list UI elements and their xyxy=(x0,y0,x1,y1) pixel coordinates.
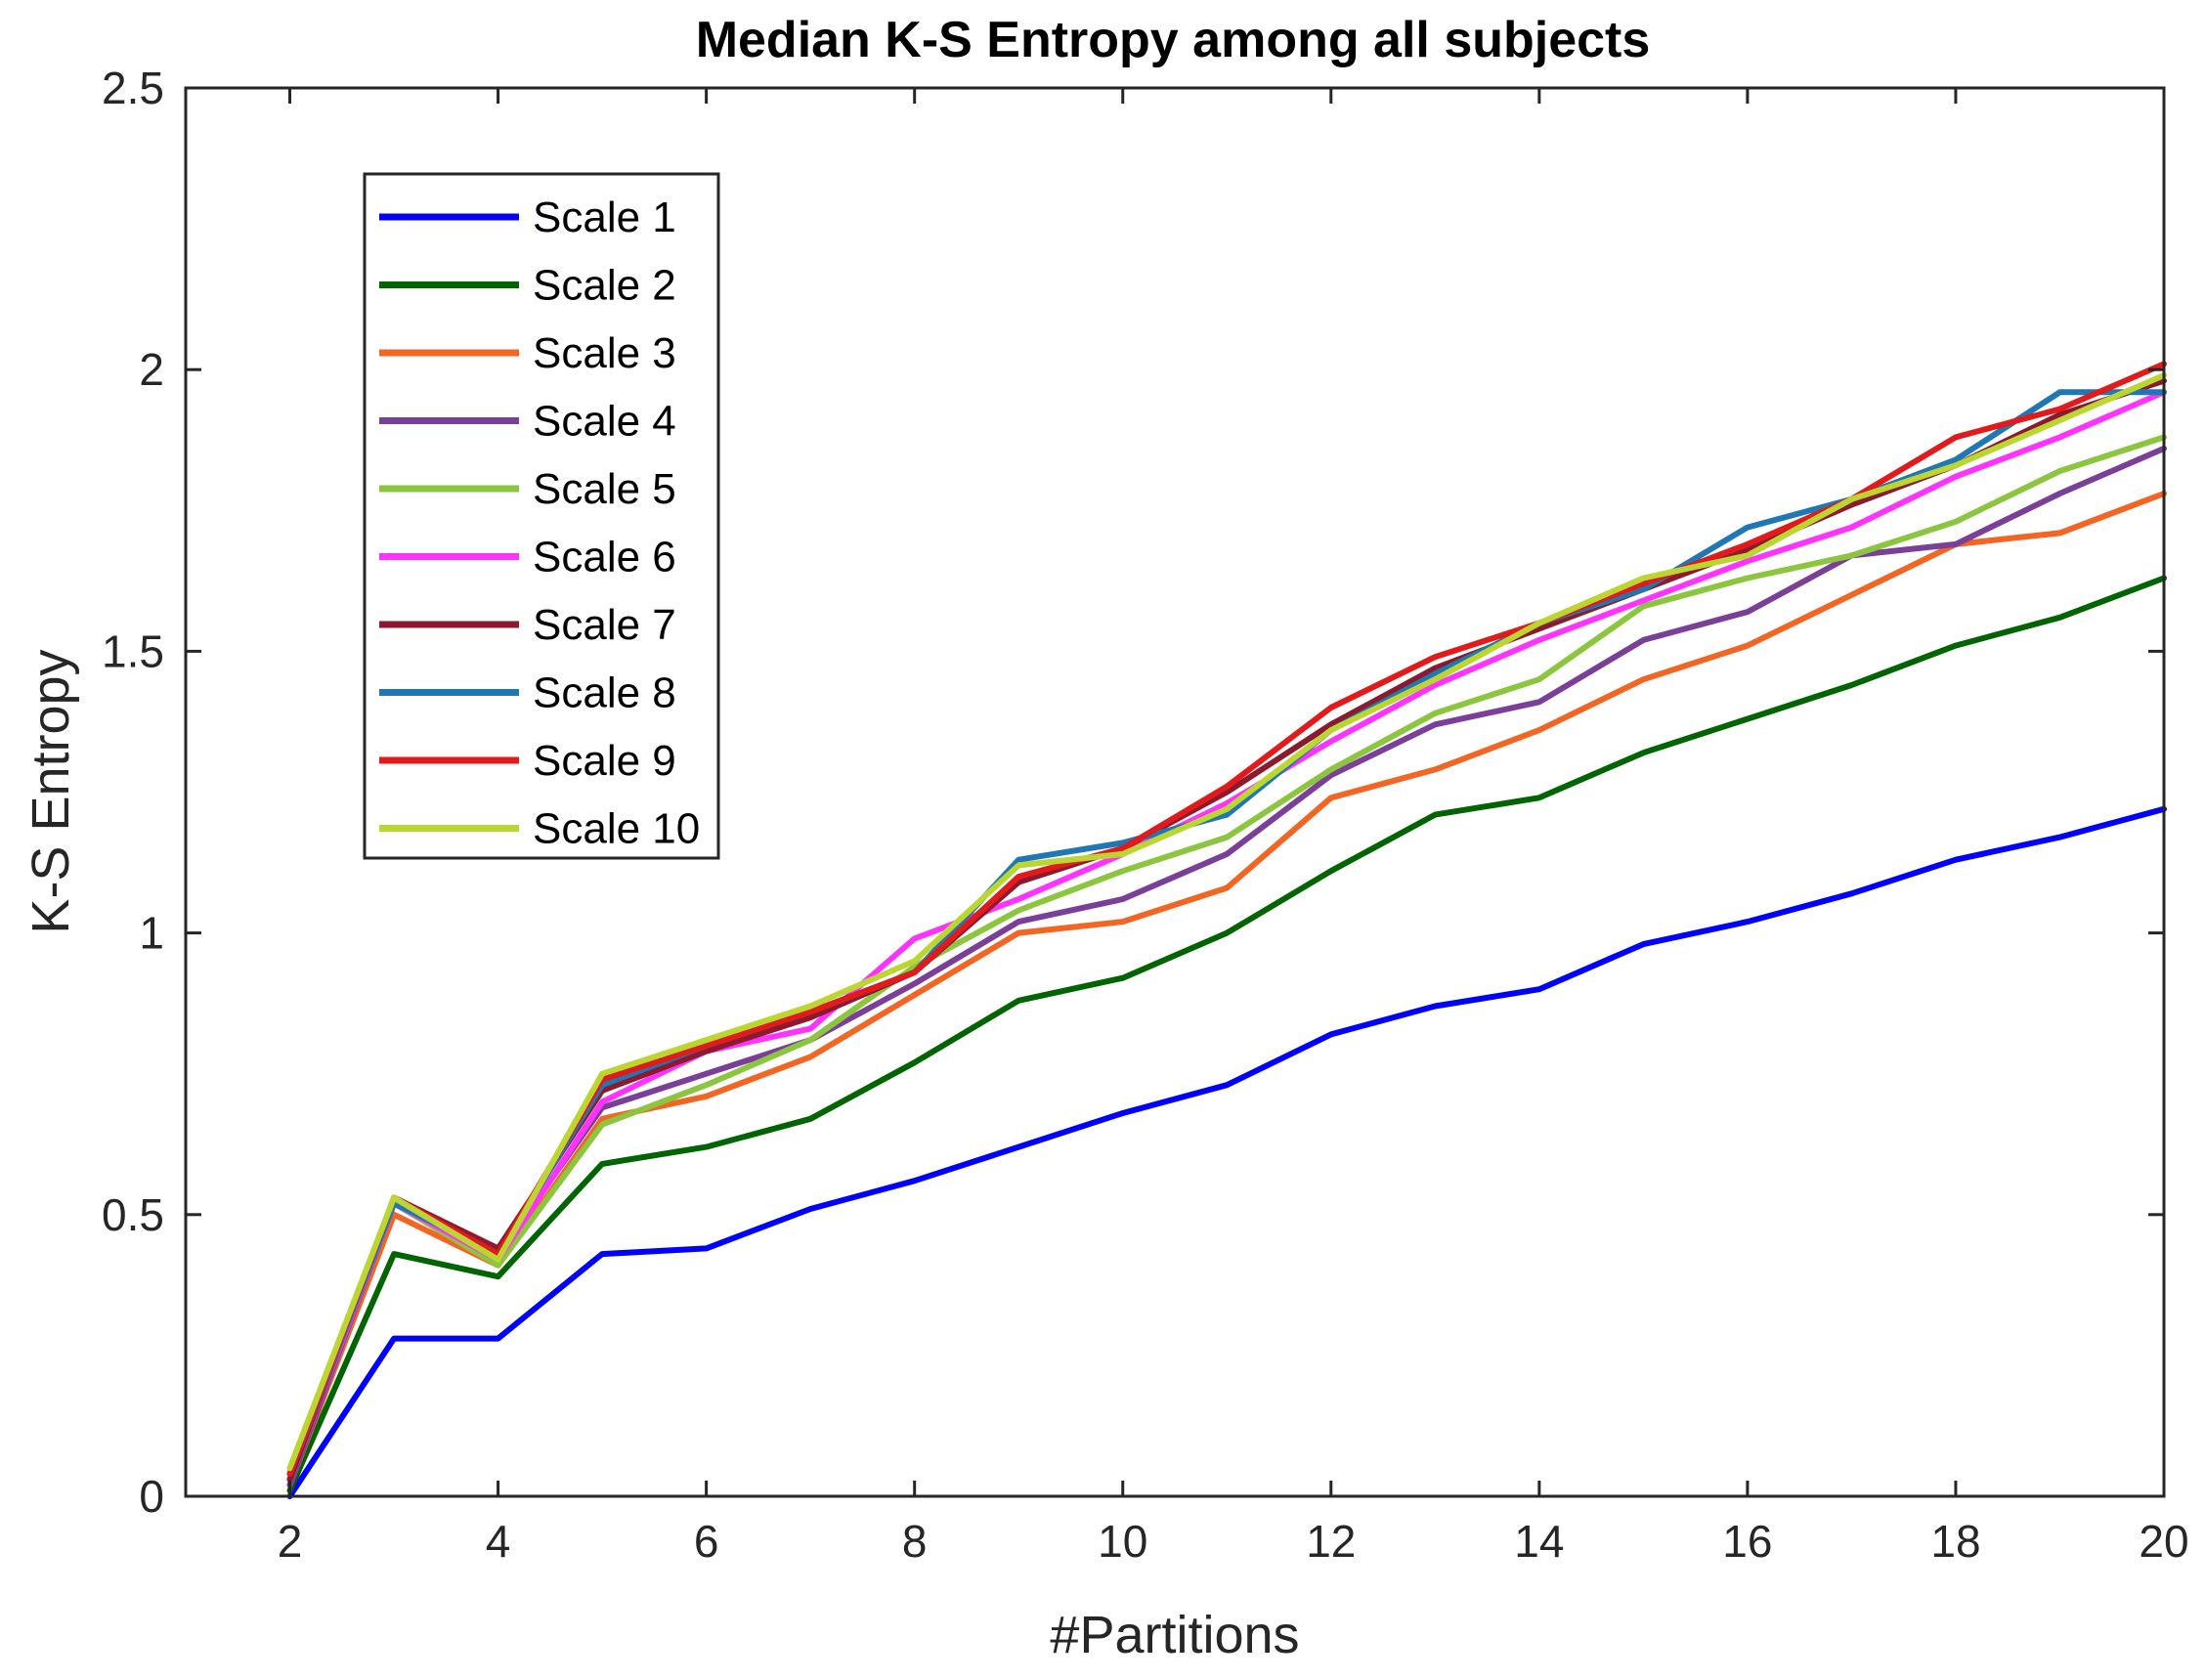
x-tick-label: 14 xyxy=(1514,1516,1564,1567)
x-tick-label: 8 xyxy=(902,1516,928,1567)
x-tick-label: 12 xyxy=(1306,1516,1356,1567)
legend-label-scale-9: Scale 9 xyxy=(533,737,676,785)
y-tick-label: 2.5 xyxy=(102,63,164,113)
x-tick-label: 16 xyxy=(1722,1516,1772,1567)
legend-label-scale-2: Scale 2 xyxy=(533,262,676,310)
series-line-scale-10 xyxy=(286,372,2167,1472)
ticks-layer: 2 4 6 8 10 12 14 16 18 20 0 0.5 1 1.5 2 2.5 xyxy=(102,63,2189,1567)
legend-label-scale-3: Scale 3 xyxy=(533,329,676,377)
y-tick-label: 0 xyxy=(139,1471,164,1522)
legend-label-scale-6: Scale 6 xyxy=(533,534,676,582)
series-line-scale-3 xyxy=(286,491,2167,1488)
legend-label-scale-10: Scale 10 xyxy=(533,805,700,853)
series-line-scale-6 xyxy=(286,389,2167,1483)
y-tick-label: 1.5 xyxy=(102,625,164,676)
legend: Scale 1 Scale 2 Scale 3 Scale 4 Scale 5 Scale… xyxy=(363,172,720,860)
x-tick-label: 4 xyxy=(486,1516,511,1567)
y-tick-label: 1 xyxy=(139,908,164,959)
series-layer xyxy=(286,361,2167,1499)
legend-label-scale-7: Scale 7 xyxy=(533,601,676,649)
legend-label-scale-1: Scale 1 xyxy=(533,194,676,241)
y-tick-label: 0.5 xyxy=(102,1189,164,1240)
series-line-scale-2 xyxy=(286,575,2167,1494)
legend-label-scale-4: Scale 4 xyxy=(533,398,676,446)
y-tick-label: 2 xyxy=(139,344,164,395)
x-tick-label: 6 xyxy=(694,1516,719,1567)
x-tick-label: 18 xyxy=(1930,1516,1980,1567)
legend-label-scale-8: Scale 8 xyxy=(533,669,676,717)
x-tick-label: 2 xyxy=(278,1516,303,1567)
x-axis-label: #Partitions xyxy=(1050,1606,1299,1664)
plot-frame xyxy=(184,86,2166,1498)
chart-title: Median K-S Entropy among all subjects xyxy=(696,12,1651,68)
series-line-scale-5 xyxy=(286,434,2167,1483)
x-tick-label: 20 xyxy=(2139,1516,2188,1567)
series-line-scale-1 xyxy=(286,805,2167,1499)
x-tick-label: 10 xyxy=(1098,1516,1147,1567)
y-axis-label: K-S Entropy xyxy=(22,649,80,933)
legend-label-scale-5: Scale 5 xyxy=(533,465,676,513)
legend-items: Scale 1 Scale 2 Scale 3 Scale 4 Scale 5 Scale… xyxy=(379,194,700,853)
series-line-scale-7 xyxy=(286,377,2167,1483)
